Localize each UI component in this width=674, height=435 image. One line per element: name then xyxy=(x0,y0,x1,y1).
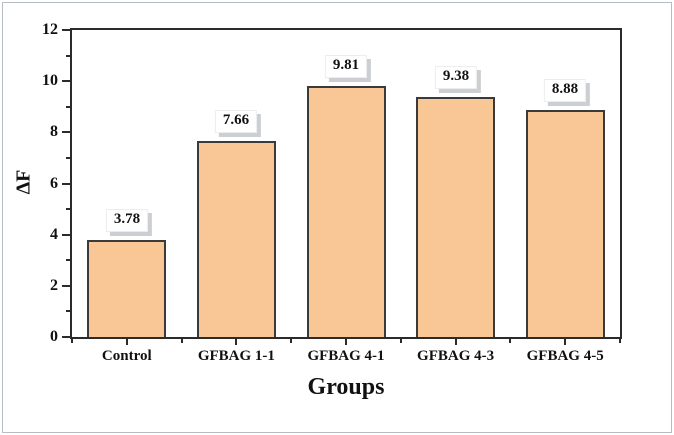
value-label: 7.66 xyxy=(214,110,258,133)
y-tick-label: 12 xyxy=(42,21,58,38)
y-tick xyxy=(62,233,70,236)
x-tick-label: Control xyxy=(101,348,152,364)
y-tick-label: 2 xyxy=(50,276,58,294)
y-tick xyxy=(66,259,70,262)
x-tick-label: GFBAG 4-1 xyxy=(307,348,385,364)
x-tick xyxy=(399,339,402,343)
x-tick xyxy=(180,339,183,343)
x-tick xyxy=(235,339,238,345)
value-label: 3.78 xyxy=(105,209,149,232)
y-tick xyxy=(62,80,70,83)
x-tick xyxy=(454,339,457,345)
y-tick-label: 0 xyxy=(50,328,58,345)
bar xyxy=(87,240,166,337)
y-tick xyxy=(66,105,70,108)
x-tick xyxy=(564,339,567,345)
y-axis-title: ΔF xyxy=(12,169,35,195)
value-label: 8.88 xyxy=(543,79,587,102)
x-axis-title: Groups xyxy=(307,374,385,400)
x-tick xyxy=(345,339,347,345)
y-tick-label: 4 xyxy=(50,225,58,243)
x-tick xyxy=(125,339,128,345)
y-tick xyxy=(66,156,70,159)
y-tick xyxy=(66,208,70,211)
x-axis: Control GFBAG 1-1 GFBAG 4-1 GFBAG 4-3 GFBAG … xyxy=(70,339,622,399)
bar xyxy=(197,141,276,337)
y-tick xyxy=(62,29,70,31)
y-tick xyxy=(66,310,70,313)
value-label: 9.38 xyxy=(434,66,478,89)
bar xyxy=(416,97,495,337)
x-tick-label: GFBAG 4-5 xyxy=(526,348,604,364)
y-tick xyxy=(62,336,70,338)
y-tick-label: 6 xyxy=(50,174,58,192)
x-tick xyxy=(509,339,512,343)
x-tick-label: GFBAG 4-3 xyxy=(417,348,495,364)
y-tick-label: 8 xyxy=(50,123,58,141)
x-tick xyxy=(71,339,73,343)
x-tick-label: GFBAG 1-1 xyxy=(197,348,275,364)
y-tick xyxy=(66,54,70,57)
y-tick xyxy=(62,131,70,134)
bar xyxy=(526,110,605,337)
bar xyxy=(307,86,386,337)
y-tick xyxy=(62,182,70,185)
plot-area: 3.78 7.66 9.81 9.38 8.88 xyxy=(70,28,622,339)
y-tick xyxy=(62,284,70,287)
x-tick xyxy=(619,339,621,343)
value-label: 9.81 xyxy=(324,55,368,78)
y-tick-label: 10 xyxy=(42,72,58,90)
x-tick xyxy=(290,339,293,343)
